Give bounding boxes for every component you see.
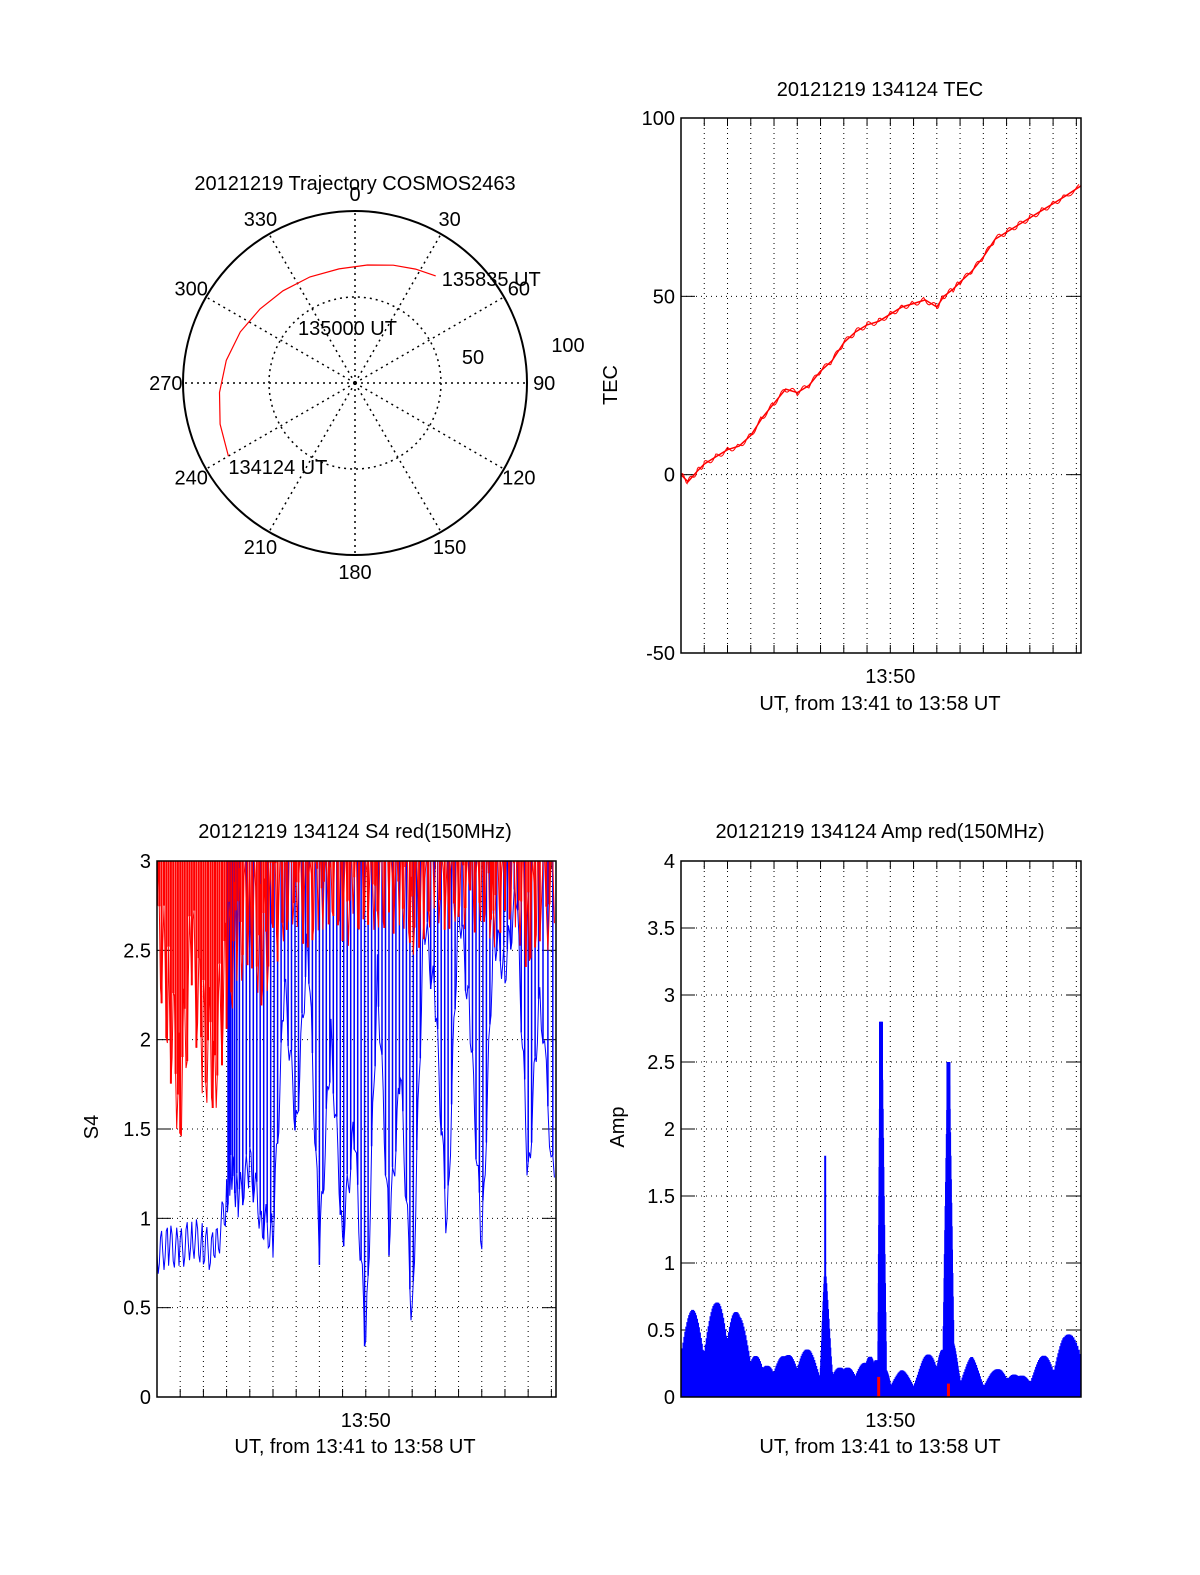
y-tick-label: 0.5 (647, 1320, 675, 1342)
y-tick-label: 0 (664, 465, 675, 487)
polar-spoke (205, 382, 356, 470)
y-tick-label: -50 (646, 643, 675, 665)
amp-title: 20121219 134124 Amp red(150MHz) (715, 821, 1044, 843)
polar-angle-label: 60 (508, 278, 530, 300)
s4-xlabel: UT, from 13:41 to 13:58 UT (234, 1436, 475, 1458)
series-fill (157, 861, 551, 1134)
y-tick-label: 0 (664, 1387, 675, 1409)
tec-xlabel: UT, from 13:41 to 13:58 UT (759, 693, 1000, 715)
amp-xlabel: UT, from 13:41 to 13:58 UT (759, 1436, 1000, 1458)
polar-angle-label: 30 (438, 209, 460, 231)
y-tick-label: 1.5 (647, 1186, 675, 1208)
polar-radial-label: 100 (551, 335, 584, 357)
trajectory-annotation: 135835 UT (442, 269, 541, 291)
polar-angle-label: 210 (244, 537, 277, 559)
polar-marks: 134124 UT 135000 UT 135835 UT (218, 264, 541, 479)
y-tick-label: 0.5 (123, 1298, 151, 1320)
x-tick-label: 13:50 (865, 1410, 915, 1432)
polar-angle-label: 120 (502, 468, 535, 490)
y-tick-label: 50 (653, 286, 675, 308)
polar-angle-label: 180 (338, 562, 371, 584)
plot-frame (680, 860, 1082, 1398)
series-group (157, 861, 555, 1347)
trajectory-annotation: 135000 UT (298, 318, 397, 340)
x-tick-label: 13:50 (865, 666, 915, 688)
polar-spoke (354, 382, 505, 470)
y-tick-label: 2 (140, 1030, 151, 1052)
polar-angle-label: 0 (349, 184, 360, 206)
polar-radial-label: 50 (462, 347, 484, 369)
polar-angle-label: 330 (244, 209, 277, 231)
y-tick-label: 0 (140, 1387, 151, 1409)
tec-plot: 20121219 134124 TEC TEC UT, from 13:41 t… (600, 79, 1082, 715)
y-tick-label: 2.5 (123, 940, 151, 962)
series-line (157, 889, 555, 1347)
s4-title: 20121219 134124 S4 red(150MHz) (198, 821, 512, 843)
polar-title: 20121219 Trajectory COSMOS2463 (194, 173, 515, 195)
polar-spoke (354, 382, 442, 533)
polar-spoke (268, 233, 356, 384)
trajectory-line (218, 264, 436, 457)
s4-axes: 0 0.5 1 1.5 2 2.5 3 13:50 (123, 851, 557, 1432)
y-tick-label: 100 (642, 108, 675, 130)
polar-outer-circle (182, 210, 528, 556)
polar-trajectory-plot: 20121219 Trajectory COSMOS2463 0 30 60 90 12… (149, 173, 585, 584)
amp-axes: 0 0.5 1 1.5 2 2.5 3 3.5 4 13:50 (647, 851, 1082, 1432)
y-tick-label: 2 (664, 1119, 675, 1141)
series-group (681, 1021, 1081, 1397)
polar-grid: 0 30 60 90 120 150 180 210 240 270 300 330 50 100 (149, 184, 585, 584)
plot-frame (156, 860, 557, 1398)
y-tick-label: 1.5 (123, 1119, 151, 1141)
polar-angle-label: 240 (174, 468, 207, 490)
s4-ylabel: S4 (81, 1115, 103, 1139)
y-tick-label: 4 (664, 851, 675, 873)
trajectory-annotation: 134124 UT (228, 457, 327, 479)
series-noise (681, 183, 1080, 485)
polar-angle-label: 90 (533, 373, 555, 395)
y-tick-label: 1 (664, 1253, 675, 1275)
plot-frame (680, 117, 1082, 654)
series-bars (681, 1021, 1081, 1397)
polar-spoke (354, 233, 442, 384)
s4-plot: 20121219 134124 S4 red(150MHz) S4 UT, fr… (81, 821, 557, 1458)
y-tick-label: 1 (140, 1208, 151, 1230)
y-tick-label: 2.5 (647, 1052, 675, 1074)
tec-ylabel: TEC (600, 365, 622, 405)
polar-spoke (268, 382, 356, 533)
polar-spoke (205, 296, 356, 384)
y-tick-label: 3 (140, 851, 151, 873)
tec-axes: -50 0 50 100 13:50 (642, 108, 1082, 688)
tec-title: 20121219 134124 TEC (777, 79, 983, 101)
x-tick-label: 13:50 (341, 1410, 391, 1432)
polar-angle-label: 150 (433, 537, 466, 559)
series-group (681, 183, 1081, 485)
polar-angle-label: 300 (174, 278, 207, 300)
amp-plot: 20121219 134124 Amp red(150MHz) Amp UT, … (607, 821, 1082, 1458)
polar-spoke (354, 296, 505, 384)
series-line (681, 185, 1081, 483)
y-tick-label: 3.5 (647, 918, 675, 940)
amp-ylabel: Amp (607, 1106, 629, 1147)
polar-angle-label: 270 (149, 373, 182, 395)
y-tick-label: 3 (664, 985, 675, 1007)
